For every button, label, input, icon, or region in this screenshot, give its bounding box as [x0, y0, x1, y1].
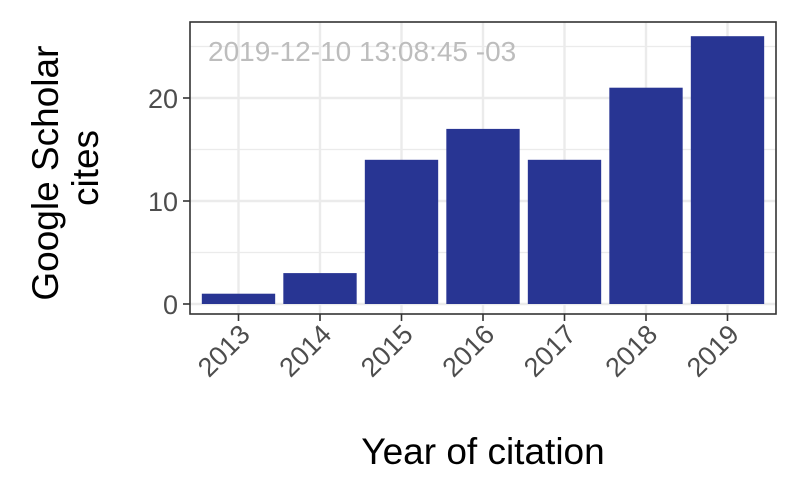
- y-axis-title: Google Scholar cites: [25, 35, 106, 300]
- x-tick-label: 2017: [518, 319, 582, 383]
- y-axis-title-line-1: Google Scholar: [25, 46, 66, 301]
- x-axis-title: Year of citation: [361, 431, 604, 472]
- x-tick-label: 2013: [192, 319, 256, 383]
- bar-2017: [527, 159, 602, 304]
- y-axis-title-line-2: cites: [65, 130, 106, 206]
- bar-2019: [690, 36, 765, 304]
- x-tick-label: 2019: [681, 319, 745, 383]
- x-axis: 2013 2014 2015 2016 2017 2018 2019: [192, 314, 745, 383]
- x-tick-label: 2015: [355, 319, 419, 383]
- x-tick-label: 2016: [437, 319, 501, 383]
- x-tick-label: 2014: [274, 319, 338, 383]
- x-tick-label: 2018: [600, 319, 664, 383]
- y-tick-label: 20: [148, 84, 178, 114]
- timestamp-annotation: 2019-12-10 13:08:45 -03: [208, 36, 516, 67]
- y-tick-label: 0: [163, 290, 178, 320]
- bars: [201, 36, 765, 304]
- bar-2016: [446, 128, 520, 304]
- bar-2015: [364, 159, 439, 304]
- bar-2013: [201, 293, 276, 304]
- y-axis: 0 10 20: [148, 84, 190, 320]
- bar-2018: [609, 87, 683, 304]
- bar-2014: [283, 273, 357, 304]
- y-tick-label: 10: [148, 187, 178, 217]
